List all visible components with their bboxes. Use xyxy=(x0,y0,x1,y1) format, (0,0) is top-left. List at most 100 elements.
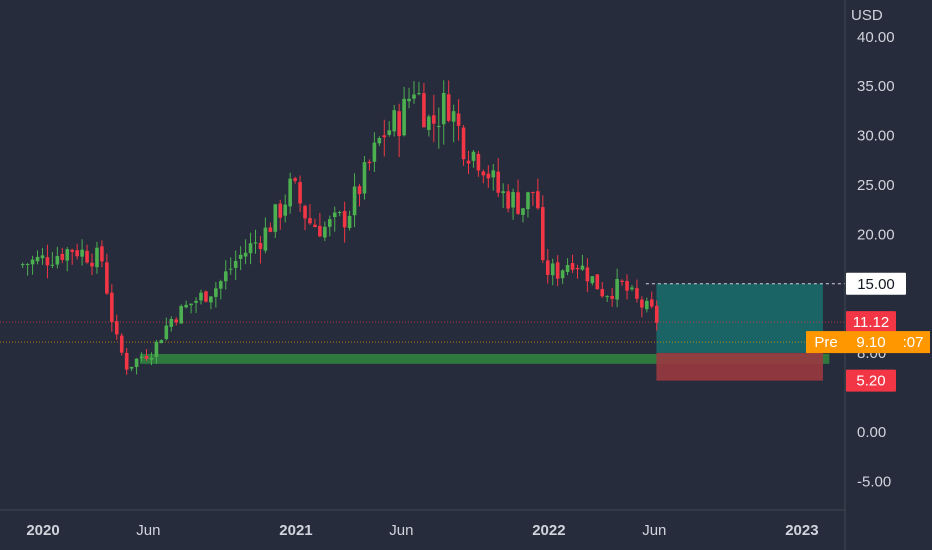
candle-body[interactable] xyxy=(134,358,139,368)
candle-body[interactable] xyxy=(35,256,40,262)
candle-body[interactable] xyxy=(441,93,446,125)
candle-body[interactable] xyxy=(402,98,406,136)
candle-body[interactable] xyxy=(491,170,496,178)
candle-body[interactable] xyxy=(273,204,278,232)
candle-body[interactable] xyxy=(531,191,535,193)
candle-body[interactable] xyxy=(268,227,273,232)
candle-body[interactable] xyxy=(248,243,253,254)
candle-body[interactable] xyxy=(80,249,84,257)
candle-body[interactable] xyxy=(377,138,382,144)
candle-body[interactable] xyxy=(139,356,144,358)
candle-body[interactable] xyxy=(184,304,188,308)
candle-body[interactable] xyxy=(585,267,590,282)
candle-body[interactable] xyxy=(332,212,337,218)
candle-body[interactable] xyxy=(55,256,60,265)
candle-body[interactable] xyxy=(110,292,114,323)
candle-body[interactable] xyxy=(179,305,183,324)
candle-body[interactable] xyxy=(362,162,367,194)
candle-body[interactable] xyxy=(283,204,288,216)
candle-body[interactable] xyxy=(85,250,89,263)
candle-body[interactable] xyxy=(30,259,35,265)
candle-body[interactable] xyxy=(45,257,50,266)
candle-body[interactable] xyxy=(550,263,555,276)
candle-body[interactable] xyxy=(526,192,530,210)
candle-body[interactable] xyxy=(253,242,258,244)
candle-body[interactable] xyxy=(521,208,525,215)
candle-body[interactable] xyxy=(327,219,332,227)
candle-body[interactable] xyxy=(620,280,624,282)
candle-body[interactable] xyxy=(407,98,411,102)
time-axis[interactable]: 2020 Jun 2021 Jun 2022 Jun 2023 xyxy=(26,522,818,539)
candle-body[interactable] xyxy=(174,319,179,323)
candle-body[interactable] xyxy=(228,268,233,270)
candle-body[interactable] xyxy=(446,94,451,121)
candle-body[interactable] xyxy=(278,203,283,218)
candle-body[interactable] xyxy=(65,249,70,261)
candle-body[interactable] xyxy=(154,341,159,357)
candle-body[interactable] xyxy=(308,218,312,224)
candle-body[interactable] xyxy=(243,252,248,257)
candle-body[interactable] xyxy=(119,335,124,353)
candle-body[interactable] xyxy=(645,300,649,310)
candle-body[interactable] xyxy=(40,255,45,259)
candle-body[interactable] xyxy=(412,94,416,99)
candle-body[interactable] xyxy=(605,296,610,298)
candle-body[interactable] xyxy=(90,262,94,267)
candle-body[interactable] xyxy=(209,296,213,303)
candle-body[interactable] xyxy=(149,357,154,360)
candle-body[interactable] xyxy=(387,130,392,135)
support-zone[interactable] xyxy=(139,353,830,364)
candle-body[interactable] xyxy=(461,127,466,160)
candle-body[interactable] xyxy=(466,160,471,164)
candle-body[interactable] xyxy=(70,249,74,252)
candle-body[interactable] xyxy=(347,215,352,229)
candle-body[interactable] xyxy=(298,182,302,204)
candle-body[interactable] xyxy=(595,274,600,290)
candle-body[interactable] xyxy=(219,281,223,289)
candle-body[interactable] xyxy=(610,295,614,299)
candle-body[interactable] xyxy=(204,291,208,302)
candle-body[interactable] xyxy=(129,366,134,369)
plot-area[interactable] xyxy=(0,80,845,381)
price-axis[interactable]: 40.00 35.00 30.00 25.00 20.00 0.00 -5.00 xyxy=(857,29,895,491)
candle-body[interactable] xyxy=(258,242,263,250)
candle-body[interactable] xyxy=(570,263,575,270)
candle-body[interactable] xyxy=(189,303,193,306)
candle-body[interactable] xyxy=(392,110,396,132)
candle-body[interactable] xyxy=(293,178,297,181)
candle-body[interactable] xyxy=(194,300,198,303)
candle-body[interactable] xyxy=(432,115,436,124)
candle-body[interactable] xyxy=(367,161,372,164)
candle-body[interactable] xyxy=(124,352,129,370)
candle-body[interactable] xyxy=(223,271,228,282)
candle-body[interactable] xyxy=(75,250,79,257)
candle-body[interactable] xyxy=(496,171,501,193)
candle-body[interactable] xyxy=(323,226,327,238)
candle-body[interactable] xyxy=(590,276,595,284)
candle-body[interactable] xyxy=(382,135,387,138)
candle-body[interactable] xyxy=(436,125,441,128)
candle-body[interactable] xyxy=(635,288,639,299)
candle-body[interactable] xyxy=(199,292,203,301)
candle-body[interactable] xyxy=(303,205,307,219)
candle-body[interactable] xyxy=(575,267,580,270)
candle-body[interactable] xyxy=(630,287,634,290)
candle-body[interactable] xyxy=(238,254,243,259)
candle-body[interactable] xyxy=(625,281,629,291)
candle-body[interactable] xyxy=(511,192,515,208)
candle-body[interactable] xyxy=(95,247,99,268)
position-profit-zone[interactable] xyxy=(656,283,823,353)
candle-body[interactable] xyxy=(654,305,659,323)
candle-body[interactable] xyxy=(600,289,605,297)
candle-body[interactable] xyxy=(541,207,545,260)
candle-body[interactable] xyxy=(114,321,119,335)
candle-body[interactable] xyxy=(649,299,654,307)
candle-body[interactable] xyxy=(352,186,357,216)
candle-body[interactable] xyxy=(25,263,30,265)
candle-body[interactable] xyxy=(471,151,476,161)
candle-body[interactable] xyxy=(105,262,109,294)
candle-body[interactable] xyxy=(164,325,169,340)
candle-body[interactable] xyxy=(233,260,238,268)
candle-body[interactable] xyxy=(506,191,510,209)
candle-body[interactable] xyxy=(263,227,268,251)
